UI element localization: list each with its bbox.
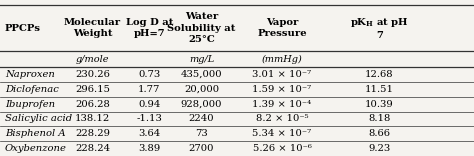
Text: 9.23: 9.23 xyxy=(368,144,390,153)
Text: 10.39: 10.39 xyxy=(365,100,393,109)
Text: 230.26: 230.26 xyxy=(75,70,110,79)
Text: 1.39 × 10⁻⁴: 1.39 × 10⁻⁴ xyxy=(253,100,311,109)
Text: 12.68: 12.68 xyxy=(365,70,393,79)
Text: 435,000: 435,000 xyxy=(181,70,222,79)
Text: 20,000: 20,000 xyxy=(184,85,219,94)
Text: 2700: 2700 xyxy=(189,144,214,153)
Text: 0.94: 0.94 xyxy=(138,100,161,109)
Text: Salicylic acid: Salicylic acid xyxy=(5,115,72,123)
Text: Water
Solubility at
25°C: Water Solubility at 25°C xyxy=(167,12,236,44)
Text: 1.59 × 10⁻⁷: 1.59 × 10⁻⁷ xyxy=(253,85,311,94)
Text: Naproxen: Naproxen xyxy=(5,70,55,79)
Text: 138.12: 138.12 xyxy=(75,115,110,123)
Text: 296.15: 296.15 xyxy=(75,85,110,94)
Text: 5.26 × 10⁻⁶: 5.26 × 10⁻⁶ xyxy=(253,144,311,153)
Text: 8.2 × 10⁻⁵: 8.2 × 10⁻⁵ xyxy=(256,115,308,123)
Text: Diclofenac: Diclofenac xyxy=(5,85,59,94)
Text: mg/L: mg/L xyxy=(189,55,214,64)
Text: Molecular
Weight: Molecular Weight xyxy=(64,18,121,38)
Text: PPCPs: PPCPs xyxy=(5,24,41,33)
Text: 3.89: 3.89 xyxy=(138,144,160,153)
Text: Vapor
Pressure: Vapor Pressure xyxy=(257,18,307,38)
Text: 228.24: 228.24 xyxy=(75,144,110,153)
Text: 11.51: 11.51 xyxy=(365,85,394,94)
Text: 3.64: 3.64 xyxy=(138,129,160,138)
Text: (mmHg): (mmHg) xyxy=(262,55,302,64)
Text: g/mole: g/mole xyxy=(76,55,109,64)
Text: 8.18: 8.18 xyxy=(368,115,391,123)
Text: 928,000: 928,000 xyxy=(181,100,222,109)
Text: 0.73: 0.73 xyxy=(138,70,160,79)
Text: 1.77: 1.77 xyxy=(138,85,161,94)
Text: -1.13: -1.13 xyxy=(137,115,162,123)
Text: 8.66: 8.66 xyxy=(368,129,390,138)
Text: 206.28: 206.28 xyxy=(75,100,110,109)
Text: 228.29: 228.29 xyxy=(75,129,110,138)
Text: Ibuprofen: Ibuprofen xyxy=(5,100,55,109)
Text: Log D at
pH=7: Log D at pH=7 xyxy=(126,18,173,38)
Text: 5.34 × 10⁻⁷: 5.34 × 10⁻⁷ xyxy=(253,129,311,138)
Text: 73: 73 xyxy=(195,129,208,138)
Text: 2240: 2240 xyxy=(189,115,214,123)
Text: pK$_\mathregular{H}$ at pH
7: pK$_\mathregular{H}$ at pH 7 xyxy=(350,16,409,40)
Text: 3.01 × 10⁻⁷: 3.01 × 10⁻⁷ xyxy=(253,70,311,79)
Text: Bisphenol A: Bisphenol A xyxy=(5,129,65,138)
Text: Oxybenzone: Oxybenzone xyxy=(5,144,67,153)
